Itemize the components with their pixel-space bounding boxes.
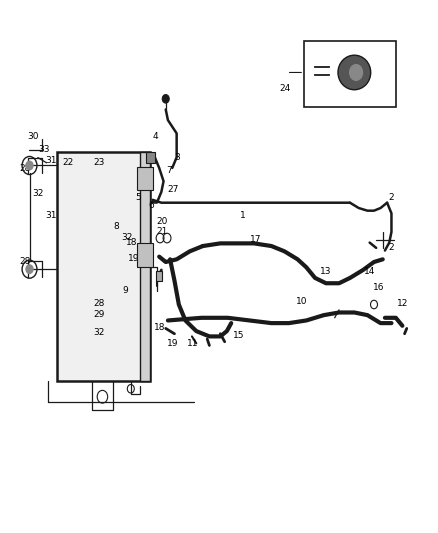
Text: 22: 22: [63, 158, 74, 167]
Text: 5: 5: [135, 193, 141, 202]
Circle shape: [26, 265, 33, 273]
Text: 28: 28: [19, 257, 30, 265]
Text: 31: 31: [45, 212, 57, 221]
Text: 20: 20: [156, 217, 168, 226]
Text: 2: 2: [389, 193, 394, 202]
Ellipse shape: [338, 55, 371, 90]
Text: 31: 31: [45, 156, 57, 165]
Text: 30: 30: [28, 132, 39, 141]
Text: 2: 2: [389, 244, 394, 253]
Text: 19: 19: [128, 254, 140, 263]
Text: 28: 28: [93, 299, 105, 308]
Bar: [155, 271, 162, 280]
Bar: [140, 152, 150, 381]
Ellipse shape: [350, 64, 363, 80]
Text: 25: 25: [346, 73, 358, 82]
Text: 26: 26: [331, 92, 343, 101]
Text: 32: 32: [32, 189, 43, 198]
Text: 16: 16: [373, 283, 384, 292]
Text: 29: 29: [93, 310, 105, 319]
Bar: [138, 244, 152, 266]
Text: 18: 18: [126, 238, 138, 247]
Text: 27: 27: [167, 185, 179, 194]
Bar: [138, 167, 152, 190]
Circle shape: [26, 161, 33, 169]
Text: 4: 4: [153, 132, 159, 141]
Text: 14: 14: [364, 268, 375, 276]
Text: 33: 33: [39, 145, 50, 154]
Text: 23: 23: [93, 158, 105, 167]
Text: 8: 8: [113, 222, 119, 231]
Text: 18: 18: [154, 323, 166, 332]
Text: 7: 7: [166, 166, 172, 175]
Text: 11: 11: [187, 339, 198, 348]
Text: 32: 32: [122, 233, 133, 242]
Text: 6: 6: [148, 201, 154, 210]
Text: 12: 12: [397, 299, 408, 308]
Text: 24: 24: [279, 84, 290, 93]
Text: 32: 32: [93, 328, 105, 337]
Text: 9: 9: [122, 286, 128, 295]
Text: 17: 17: [251, 236, 262, 245]
Text: 3: 3: [175, 153, 180, 162]
Text: 15: 15: [233, 331, 244, 340]
Bar: [57, 152, 150, 381]
Text: 19: 19: [167, 339, 179, 348]
Text: 21: 21: [156, 228, 168, 237]
Circle shape: [162, 94, 169, 103]
Bar: [146, 152, 155, 163]
Bar: [304, 41, 396, 107]
Text: 13: 13: [320, 268, 332, 276]
Text: 28: 28: [19, 164, 30, 173]
Text: 1: 1: [240, 212, 246, 221]
Text: 10: 10: [296, 296, 308, 305]
